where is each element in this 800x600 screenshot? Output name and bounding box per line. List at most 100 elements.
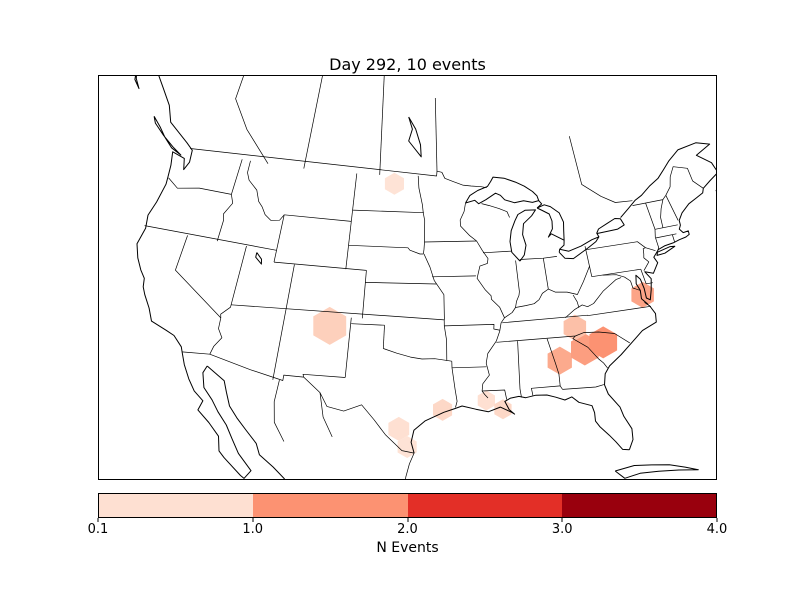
map-outline-st_sd_ne xyxy=(348,244,424,255)
map-outline-prov_mb_on xyxy=(434,97,438,172)
map-outline-st_wi_mi_up xyxy=(481,203,510,218)
map-outline-lake_huron xyxy=(536,204,565,241)
colorbar-segment-2 xyxy=(407,494,562,517)
map-outline-st_big_sandy xyxy=(572,294,580,308)
map-outline-river_detroit xyxy=(559,240,565,250)
plot-title: Day 292, 10 events xyxy=(329,55,486,74)
map-outline-lake_great_salt xyxy=(255,252,262,265)
event-hexbin-chesapeake-virginia xyxy=(631,281,654,308)
colorbar-tick-label-3.0: 3.0 xyxy=(551,522,573,537)
map-outline-coast_canada_east xyxy=(620,142,716,218)
map-outline-coast_pacific xyxy=(136,76,193,352)
map-outline-st_line42 xyxy=(144,225,277,251)
map-outline-st_mississippi xyxy=(459,211,505,399)
colorbar-tick-labels: 0.1 1.0 2.0 3.0 4.0 xyxy=(88,522,728,537)
map-outline-st_wv_pa xyxy=(589,265,593,277)
map-outline-st_co_ks_east xyxy=(361,270,367,319)
map-outline-border_quebec45 xyxy=(632,195,667,206)
map-outline-st_ms_al xyxy=(517,341,522,398)
map-outline-st_ar_ok xyxy=(443,319,448,361)
map-outline-coast_baja xyxy=(181,351,252,479)
map-outline-st_mi_south xyxy=(519,256,557,260)
map-outline-st_de_md xyxy=(640,269,653,285)
map-outline-coast_atlantic xyxy=(604,188,704,450)
event-hexbin-north-dakota xyxy=(384,172,404,195)
map-outline-st_mn_west xyxy=(417,175,426,255)
map-outline-lake_superior xyxy=(465,176,540,205)
map-outline-coast_mex_west xyxy=(206,365,285,479)
map-outline-st_ohio_river xyxy=(504,266,590,319)
map-outline-island_haida xyxy=(134,76,140,90)
map-outline-st_nv_ut_az xyxy=(220,245,247,318)
map-outline-st_oh_pa xyxy=(584,246,590,267)
map-outline-st_vt_nh xyxy=(660,199,664,228)
colorbar-tick-label-2.0: 2.0 xyxy=(397,522,418,537)
colorbar-tick-label-1.0: 1.0 xyxy=(242,522,264,537)
map-outline-st_delaware_river xyxy=(642,247,650,271)
map-outline-st_in_oh xyxy=(542,258,549,290)
map-outline-st_ia_mo xyxy=(432,275,476,278)
map-outline-st_ne_ks xyxy=(365,282,437,285)
map-outline-st_nc_va xyxy=(587,305,651,317)
map-outline-st_nm_tx_32 xyxy=(302,373,346,378)
map-outline-st_red_river xyxy=(383,348,452,362)
colorbar-segment-0 xyxy=(99,494,254,517)
colorbar-segment-3 xyxy=(561,494,716,517)
map-outline-st_ma_north xyxy=(655,224,678,230)
map-outline-st_il_in xyxy=(515,260,520,308)
event-hexbin-texas-gulf-coast xyxy=(433,398,453,421)
map-outline-mex_coast_east xyxy=(405,452,415,479)
colorbar-tick-mark-4.0 xyxy=(716,518,718,522)
map-outline-prov_sk_mb xyxy=(379,76,385,175)
map-outline-coast_gulf xyxy=(410,394,630,454)
map-outline-st_line41 xyxy=(273,261,367,271)
map-outline-st_wy_north xyxy=(284,214,352,222)
event-hexbin-south-carolina xyxy=(589,326,618,359)
map-outline-st_la_ms xyxy=(482,389,508,400)
map-outline-mex_state2 xyxy=(319,392,333,438)
map-outline-st_ny_new_england xyxy=(645,202,660,251)
map-outline-st_wy_west xyxy=(273,214,285,263)
map-outline-river_niagara xyxy=(596,233,600,238)
map-outline-st_tx_la_sabine xyxy=(451,361,458,408)
map-outline-st_al_ga xyxy=(546,338,563,390)
map-outline-st_nh_me xyxy=(665,195,679,221)
map-outline-st_nd_sd xyxy=(352,209,424,214)
colorbar-segment-1 xyxy=(253,494,408,517)
colorbar-tick-mark-3.0 xyxy=(561,518,563,522)
map-outline-st_mason_dixon xyxy=(591,268,641,278)
map-outline-st_tx_nm_103 xyxy=(344,317,352,378)
map-outline-border_canada xyxy=(190,148,487,189)
map-outline-st_mo_river xyxy=(423,253,445,320)
map-outline-st_ky_tn_va xyxy=(502,314,588,324)
map-outline-st_line109 xyxy=(272,264,295,380)
map-outline-st_mn_ia xyxy=(424,240,477,243)
map-outline-mex_state1 xyxy=(273,380,285,442)
colorbar-tick-mark-0.1 xyxy=(97,518,99,522)
map-outline-river_soo xyxy=(536,200,543,209)
event-hexbin-louisiana-delta xyxy=(494,399,512,420)
map-outline-st_ri_ct xyxy=(672,234,676,243)
map-outline-st_va_wv xyxy=(565,277,622,318)
event-hexbin-new-mexico-colorado xyxy=(313,306,347,345)
map-outline-st_ma_south xyxy=(655,233,677,239)
map-outline-st_fl_al xyxy=(531,385,561,396)
map-outline-border_mexico xyxy=(182,351,415,454)
map-outline-st_ar_la xyxy=(451,366,487,369)
event-hexbin-south-texas xyxy=(388,416,410,441)
map-outline-st_line104 xyxy=(345,173,358,270)
map-outline-st_tx_ok_100 xyxy=(382,325,385,349)
map-outline-st_ga_sc xyxy=(572,335,608,369)
map-outline-st_line35 xyxy=(496,331,630,344)
map-outline-lake_ontario xyxy=(596,218,625,235)
event-hexbin-west-georgia xyxy=(547,346,572,375)
map-outline-st_wi_il xyxy=(482,250,512,254)
map-outline-st_ga_fl xyxy=(562,384,604,390)
map-axes xyxy=(98,75,717,480)
map-outline-st_wa_or xyxy=(168,177,232,195)
map-outline-island_vancouver xyxy=(153,116,182,156)
colorbar-tick-mark-2.0 xyxy=(407,518,408,522)
map-outline-st_line37 xyxy=(231,304,445,321)
colorbar-tick-label-0.1: 0.1 xyxy=(87,522,109,537)
map-outline-st_ar_mo xyxy=(444,324,500,331)
